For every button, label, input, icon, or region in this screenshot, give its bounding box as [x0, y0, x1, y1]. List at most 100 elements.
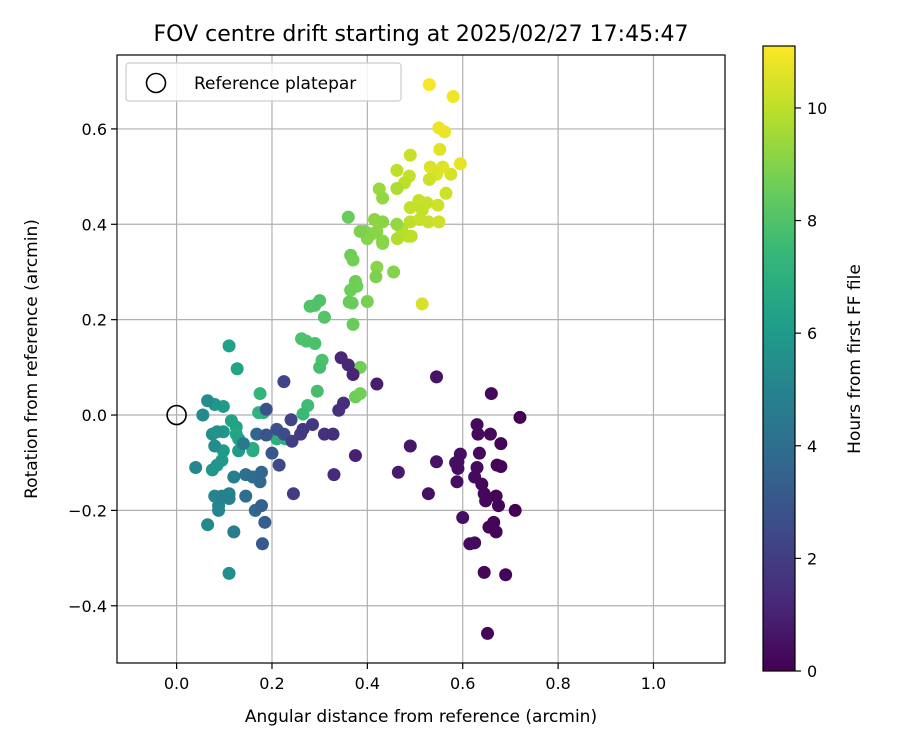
- data-point: [479, 494, 493, 508]
- data-point: [308, 337, 322, 351]
- colorbar-tick-label: 2: [807, 549, 817, 568]
- data-point: [432, 215, 446, 229]
- data-point: [489, 489, 503, 503]
- legend: Reference platepar: [125, 62, 402, 102]
- y-tick-label: 0.6: [82, 120, 107, 139]
- colorbar-label: Hours from first FF file: [845, 264, 865, 454]
- data-point: [306, 418, 320, 432]
- data-point: [239, 489, 253, 503]
- x-tick-label: 0.0: [164, 674, 189, 693]
- data-point: [201, 394, 215, 408]
- data-point: [376, 191, 390, 205]
- y-axis-label: Rotation from reference (arcmin): [22, 219, 42, 499]
- colorbar-tick-label: 4: [807, 437, 817, 456]
- data-point: [303, 299, 317, 313]
- data-point: [477, 565, 491, 579]
- data-point: [431, 198, 445, 212]
- x-tick-label: 0.6: [450, 674, 475, 693]
- colorbar-tick-label: 0: [807, 662, 817, 681]
- data-point: [265, 446, 279, 460]
- x-tick-label: 0.2: [259, 674, 284, 693]
- data-point: [499, 568, 513, 582]
- data-point: [353, 224, 367, 238]
- colorbar-tick-label: 8: [807, 212, 817, 231]
- data-point: [376, 215, 390, 229]
- data-point: [246, 444, 260, 458]
- data-point: [317, 310, 331, 324]
- data-point: [259, 402, 273, 416]
- data-point: [453, 157, 467, 171]
- data-point: [222, 491, 236, 505]
- data-point: [259, 428, 273, 442]
- data-point: [404, 229, 418, 243]
- colorbar-ticks: 0 2 4 6 8 10: [795, 99, 827, 681]
- plot-frame: [116, 54, 726, 664]
- data-point: [272, 458, 286, 472]
- data-point: [285, 434, 299, 448]
- data-point: [403, 201, 417, 215]
- data-point: [205, 463, 219, 477]
- data-point: [253, 475, 267, 489]
- data-point: [453, 447, 467, 461]
- data-point: [360, 295, 374, 309]
- legend-entry: Reference platepar: [194, 74, 356, 94]
- colorbar-tick-label: 6: [807, 324, 817, 343]
- data-point: [481, 626, 495, 640]
- data-point: [451, 461, 465, 475]
- data-point: [353, 387, 367, 401]
- data-point: [390, 182, 404, 196]
- data-point: [456, 511, 470, 525]
- data-point: [313, 360, 327, 374]
- data-point: [310, 384, 324, 398]
- data-points: [189, 78, 527, 640]
- data-point: [508, 503, 522, 517]
- data-point: [337, 396, 351, 410]
- legend-marker-icon: [145, 72, 167, 94]
- data-point: [236, 437, 250, 451]
- data-point: [421, 215, 435, 229]
- data-point: [286, 487, 300, 501]
- data-point: [369, 270, 383, 284]
- x-tick-label: 1.0: [641, 674, 666, 693]
- grid-lines: [117, 55, 725, 663]
- data-point: [254, 499, 268, 513]
- y-tick-label: 0.2: [82, 311, 107, 330]
- data-point: [327, 468, 341, 482]
- data-point: [489, 525, 503, 539]
- data-point: [494, 437, 508, 451]
- data-point: [450, 475, 464, 489]
- y-tick-label: −0.2: [68, 501, 107, 520]
- chart-title: FOV centre drift starting at 2025/02/27 …: [154, 22, 689, 47]
- data-point: [390, 217, 404, 231]
- data-point: [254, 465, 268, 479]
- data-point: [258, 515, 272, 529]
- data-point: [346, 317, 360, 331]
- y-tick-label: 0.4: [82, 215, 107, 234]
- x-tick-label: 0.8: [545, 674, 570, 693]
- reference-marker: [166, 404, 187, 426]
- data-point: [250, 427, 264, 441]
- data-point: [468, 536, 482, 550]
- data-point: [344, 283, 358, 297]
- data-point: [196, 408, 210, 422]
- data-point: [429, 455, 443, 469]
- data-point: [284, 413, 298, 427]
- colorbar-gradient: [762, 45, 796, 672]
- data-point: [346, 253, 360, 267]
- data-point: [446, 89, 460, 103]
- data-point: [370, 260, 384, 274]
- data-point: [326, 427, 340, 441]
- data-point: [429, 370, 443, 384]
- data-point: [415, 297, 429, 311]
- data-point: [208, 439, 222, 453]
- data-point: [222, 566, 236, 580]
- data-point: [341, 210, 355, 224]
- data-point: [277, 375, 291, 389]
- data-point: [483, 427, 497, 441]
- data-point: [422, 172, 436, 186]
- x-axis-ticks: 0.0 0.2 0.4 0.6 0.8 1.0: [164, 663, 666, 693]
- data-point: [255, 537, 269, 551]
- data-point: [296, 407, 310, 421]
- data-point: [222, 339, 236, 353]
